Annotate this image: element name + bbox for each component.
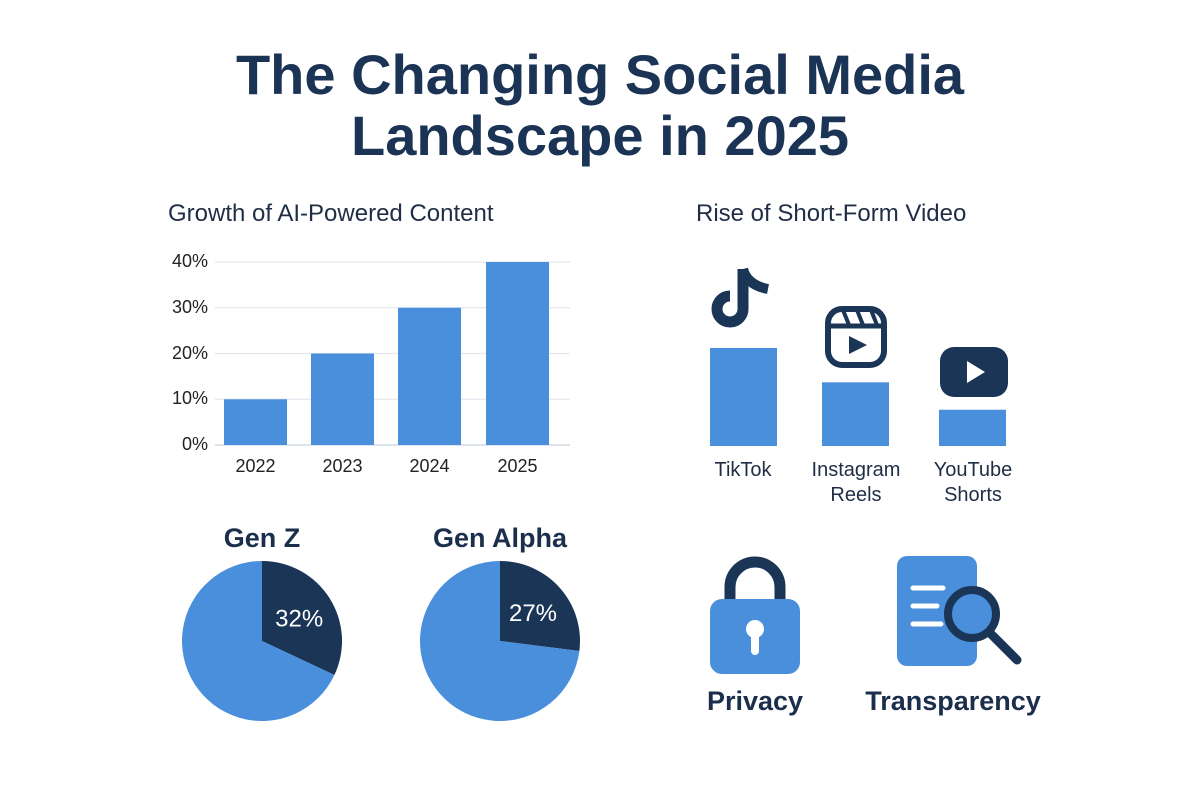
y-tick-label: 10%	[171, 388, 208, 409]
x-tick-label: 2023	[322, 456, 363, 476]
title-line-2: Landscape in 2025	[350, 104, 849, 167]
lock-keyhole	[746, 620, 764, 638]
ai-chart-title: Growth of AI-Powered Content	[168, 200, 494, 227]
pie-slice	[262, 561, 342, 676]
ai-bar-2025	[486, 262, 549, 445]
x-tick-label: 2022	[235, 456, 276, 476]
video-bar-2	[939, 409, 1006, 446]
video-bar-1	[822, 382, 889, 446]
video-label-reels: Instagram Reels	[796, 458, 916, 508]
magnifier-lens	[944, 586, 1000, 642]
reels-stripes	[841, 309, 879, 326]
y-tick-label: 20%	[171, 342, 208, 363]
reels-play	[849, 336, 867, 354]
video-label-line: YouTube	[933, 459, 1013, 481]
transparency-label: Transparency	[865, 686, 1041, 716]
tiktok-icon-note	[711, 269, 749, 328]
video-label-line: Instagram	[811, 459, 901, 481]
y-tick-label: 0%	[181, 434, 208, 454]
ai-bar-2023	[311, 353, 374, 445]
pie-slice	[181, 561, 335, 721]
video-chart-title: Rise of Short-Form Video	[696, 200, 967, 227]
document-lines	[910, 585, 946, 627]
instagram-reels-icon	[825, 306, 887, 368]
pie-slice	[420, 561, 580, 722]
y-tick-label: 30%	[171, 296, 208, 317]
x-tick-label: 2024	[409, 456, 450, 476]
lock-shackle	[724, 556, 786, 603]
lock-keyhole-slot	[751, 631, 759, 655]
video-label-tiktok: TikTok	[693, 458, 793, 483]
youtube-play	[967, 361, 985, 383]
x-tick-label: 2025	[497, 456, 538, 476]
youtube-icon	[940, 347, 1008, 397]
reels-frame	[825, 306, 887, 368]
pie-slice	[500, 561, 580, 652]
magnifier-handle	[984, 627, 1022, 665]
video-label-line: Reels	[830, 484, 882, 506]
tiktok-icon	[711, 267, 770, 328]
video-bar-0	[710, 348, 777, 446]
ai-bar-2022	[224, 399, 287, 445]
ai-bar-2024	[398, 307, 461, 445]
document-search-icon	[897, 556, 1022, 666]
video-label-line: Shorts	[944, 484, 1002, 506]
title-line-1: The Changing Social Media	[235, 43, 965, 106]
privacy-label: Privacy	[706, 686, 804, 716]
document-body	[897, 556, 977, 666]
tiktok-icon-flag	[738, 267, 770, 294]
pie-title-gen-z: Gen Z	[223, 523, 301, 553]
lock-icon	[710, 556, 800, 674]
y-tick-label: 40%	[171, 251, 208, 271]
pie-slice-label: 32%	[275, 605, 323, 632]
video-label-line: TikTok	[714, 459, 772, 481]
pie-slice-label: 27%	[509, 600, 557, 627]
pie-title-gen-alpha: Gen Alpha	[432, 523, 567, 553]
video-label-shorts: YouTube Shorts	[913, 458, 1033, 508]
